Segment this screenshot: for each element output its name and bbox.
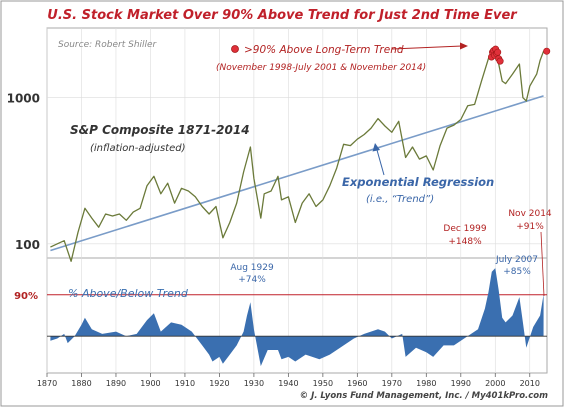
x-tick-label: 1880 <box>71 379 91 388</box>
x-tick-label: 1970 <box>382 379 402 388</box>
x-tick-label: 1900 <box>140 379 160 388</box>
price-line <box>50 49 545 262</box>
legend-label: >90% Above Long-Term Trend <box>244 44 404 56</box>
annotation-dec-1999-label: Dec 1999 <box>443 224 486 234</box>
y-tick-label: 100 <box>15 238 40 252</box>
x-tick-label: 2010 <box>520 379 540 388</box>
annotation-aug-1929-value: +74% <box>238 275 266 285</box>
reference-label: 90% <box>14 291 38 302</box>
trend-arrowhead <box>372 143 380 152</box>
trend-arrow <box>376 149 385 176</box>
legend-sublabel: (November 1998-July 2001 & November 2014… <box>216 63 426 73</box>
annotations: Aug 1929 +74% Dec 1999 +148% July 2007 +… <box>230 209 552 297</box>
source-label: Source: Robert Shiller <box>58 40 158 50</box>
x-tick-label: 1910 <box>175 379 195 388</box>
x-tick-label: 1980 <box>416 379 436 388</box>
trend-label: Exponential Regression <box>342 175 494 189</box>
x-tick-label: 1920 <box>209 379 229 388</box>
deviation-series-label: % Above/Below Trend <box>68 287 189 300</box>
deviation-panel: 90% % Above/Below Trend <box>14 268 547 367</box>
price-panel <box>50 45 551 262</box>
x-tick-label: 1950 <box>313 379 333 388</box>
x-tick-label: 1890 <box>106 379 126 388</box>
highlight-marker <box>543 47 551 55</box>
x-tick-label: 1940 <box>278 379 298 388</box>
chart-title: U.S. Stock Market Over 90% Above Trend f… <box>47 8 518 23</box>
x-tick-label: 2000 <box>485 379 505 388</box>
legend-arrowhead <box>460 42 468 50</box>
x-tick-label: 1960 <box>347 379 367 388</box>
y-axis-ticks: 100 1000 <box>7 92 40 252</box>
gridlines <box>46 28 547 373</box>
highlight-marker <box>494 48 502 56</box>
x-axis-ticks: 1870 1880 1890 1900 1910 1920 1930 1940 1950 1960… <box>37 373 540 388</box>
trend-sublabel: (i.e., “Trend”) <box>366 194 434 205</box>
annotation-aug-1929-label: Aug 1929 <box>230 263 274 273</box>
annotation-july-2007-value: +85% <box>503 267 531 277</box>
x-tick-label: 1870 <box>37 379 57 388</box>
legend-arrow <box>391 45 463 50</box>
x-tick-label: 1990 <box>451 379 471 388</box>
credit-label: © J. Lyons Fund Management, Inc. / My401… <box>300 391 549 401</box>
annotation-july-2007-label: July 2007 <box>495 255 538 265</box>
price-series-label: S&P Composite 1871-2014 <box>70 123 250 137</box>
highlight-markers <box>487 45 551 65</box>
annotation-nov-2014-leader <box>540 231 545 297</box>
y-tick-label: 1000 <box>7 92 40 106</box>
price-series-sublabel: (inflation-adjusted) <box>90 143 186 154</box>
legend-marker <box>231 45 239 53</box>
annotation-nov-2014-label: Nov 2014 <box>508 209 552 219</box>
annotation-dec-1999-value: +148% <box>448 237 482 247</box>
x-tick-label: 1930 <box>244 379 264 388</box>
deviation-area <box>50 268 544 367</box>
trend-line <box>50 95 544 252</box>
highlight-marker <box>496 57 504 65</box>
annotation-nov-2014-value: +91% <box>516 222 544 232</box>
